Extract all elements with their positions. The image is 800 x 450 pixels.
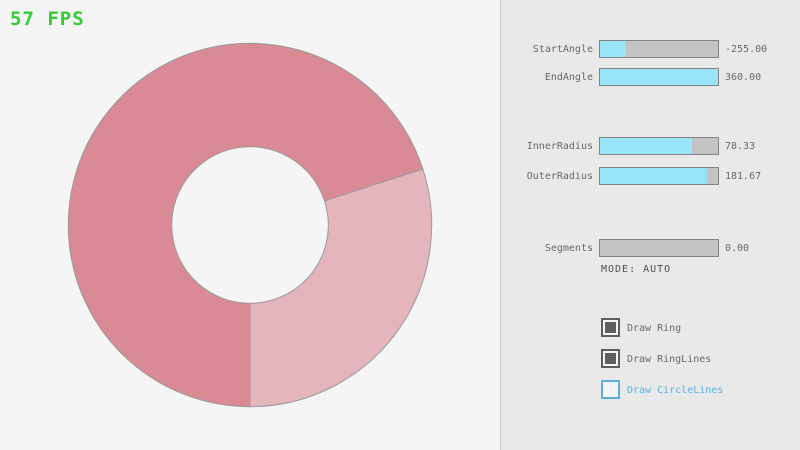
outerradius-slider[interactable]: [599, 167, 719, 185]
ring-svg: [67, 42, 433, 408]
checkbox-row-draw-ringlines: Draw RingLines: [601, 349, 791, 369]
segments-label: Segments: [544, 243, 593, 254]
checkbox-row-draw-ring: Draw Ring: [601, 318, 791, 338]
draw-ring-label: Draw Ring: [627, 323, 682, 334]
endangle-slider-fill: [600, 69, 718, 85]
innerradius-slider-fill: [600, 138, 693, 154]
outerradius-slider-fill: [600, 168, 708, 184]
innerradius-label: InnerRadius: [526, 141, 593, 152]
draw-circlelines-checkbox[interactable]: [601, 380, 620, 399]
fps-counter: 57 FPS: [10, 8, 85, 30]
segments-slider[interactable]: [599, 239, 719, 257]
segments-value: 0.00: [725, 243, 750, 254]
startangle-slider[interactable]: [599, 40, 719, 58]
draw-circlelines-label: Draw CircleLines: [627, 385, 724, 396]
demo-canvas: 57 FPS: [10, 8, 433, 408]
checkbox-row-draw-circlelines: Draw CircleLines: [601, 380, 791, 400]
slider-row-endangle: EndAngle 360.00: [501, 68, 800, 86]
draw-ringlines-checkbox[interactable]: [601, 349, 620, 368]
startangle-value: -255.00: [725, 44, 768, 55]
draw-ring-checkbox[interactable]: [601, 318, 620, 337]
outerradius-value: 181.67: [725, 171, 762, 182]
endangle-label: EndAngle: [544, 72, 593, 83]
ring-sector-double-pass: [67, 42, 424, 408]
slider-row-startangle: StartAngle -255.00: [501, 40, 800, 58]
innerradius-value: 78.33: [725, 141, 756, 152]
ring-sector-single-pass: [249, 168, 433, 408]
slider-row-segments: Segments 0.00: [501, 239, 800, 257]
outerradius-label: OuterRadius: [526, 171, 593, 182]
innerradius-slider[interactable]: [599, 137, 719, 155]
slider-row-innerradius: InnerRadius 78.33: [501, 137, 800, 155]
startangle-slider-fill: [600, 41, 626, 57]
slider-row-outerradius: OuterRadius 181.67: [501, 167, 800, 185]
endangle-value: 360.00: [725, 72, 762, 83]
startangle-label: StartAngle: [532, 44, 593, 55]
mode-status-text: MODE: AUTO: [601, 264, 672, 275]
endangle-slider[interactable]: [599, 68, 719, 86]
draw-ringlines-label: Draw RingLines: [627, 354, 712, 365]
controls-panel: StartAngle -255.00 EndAngle 360.00 Inner…: [500, 0, 800, 450]
